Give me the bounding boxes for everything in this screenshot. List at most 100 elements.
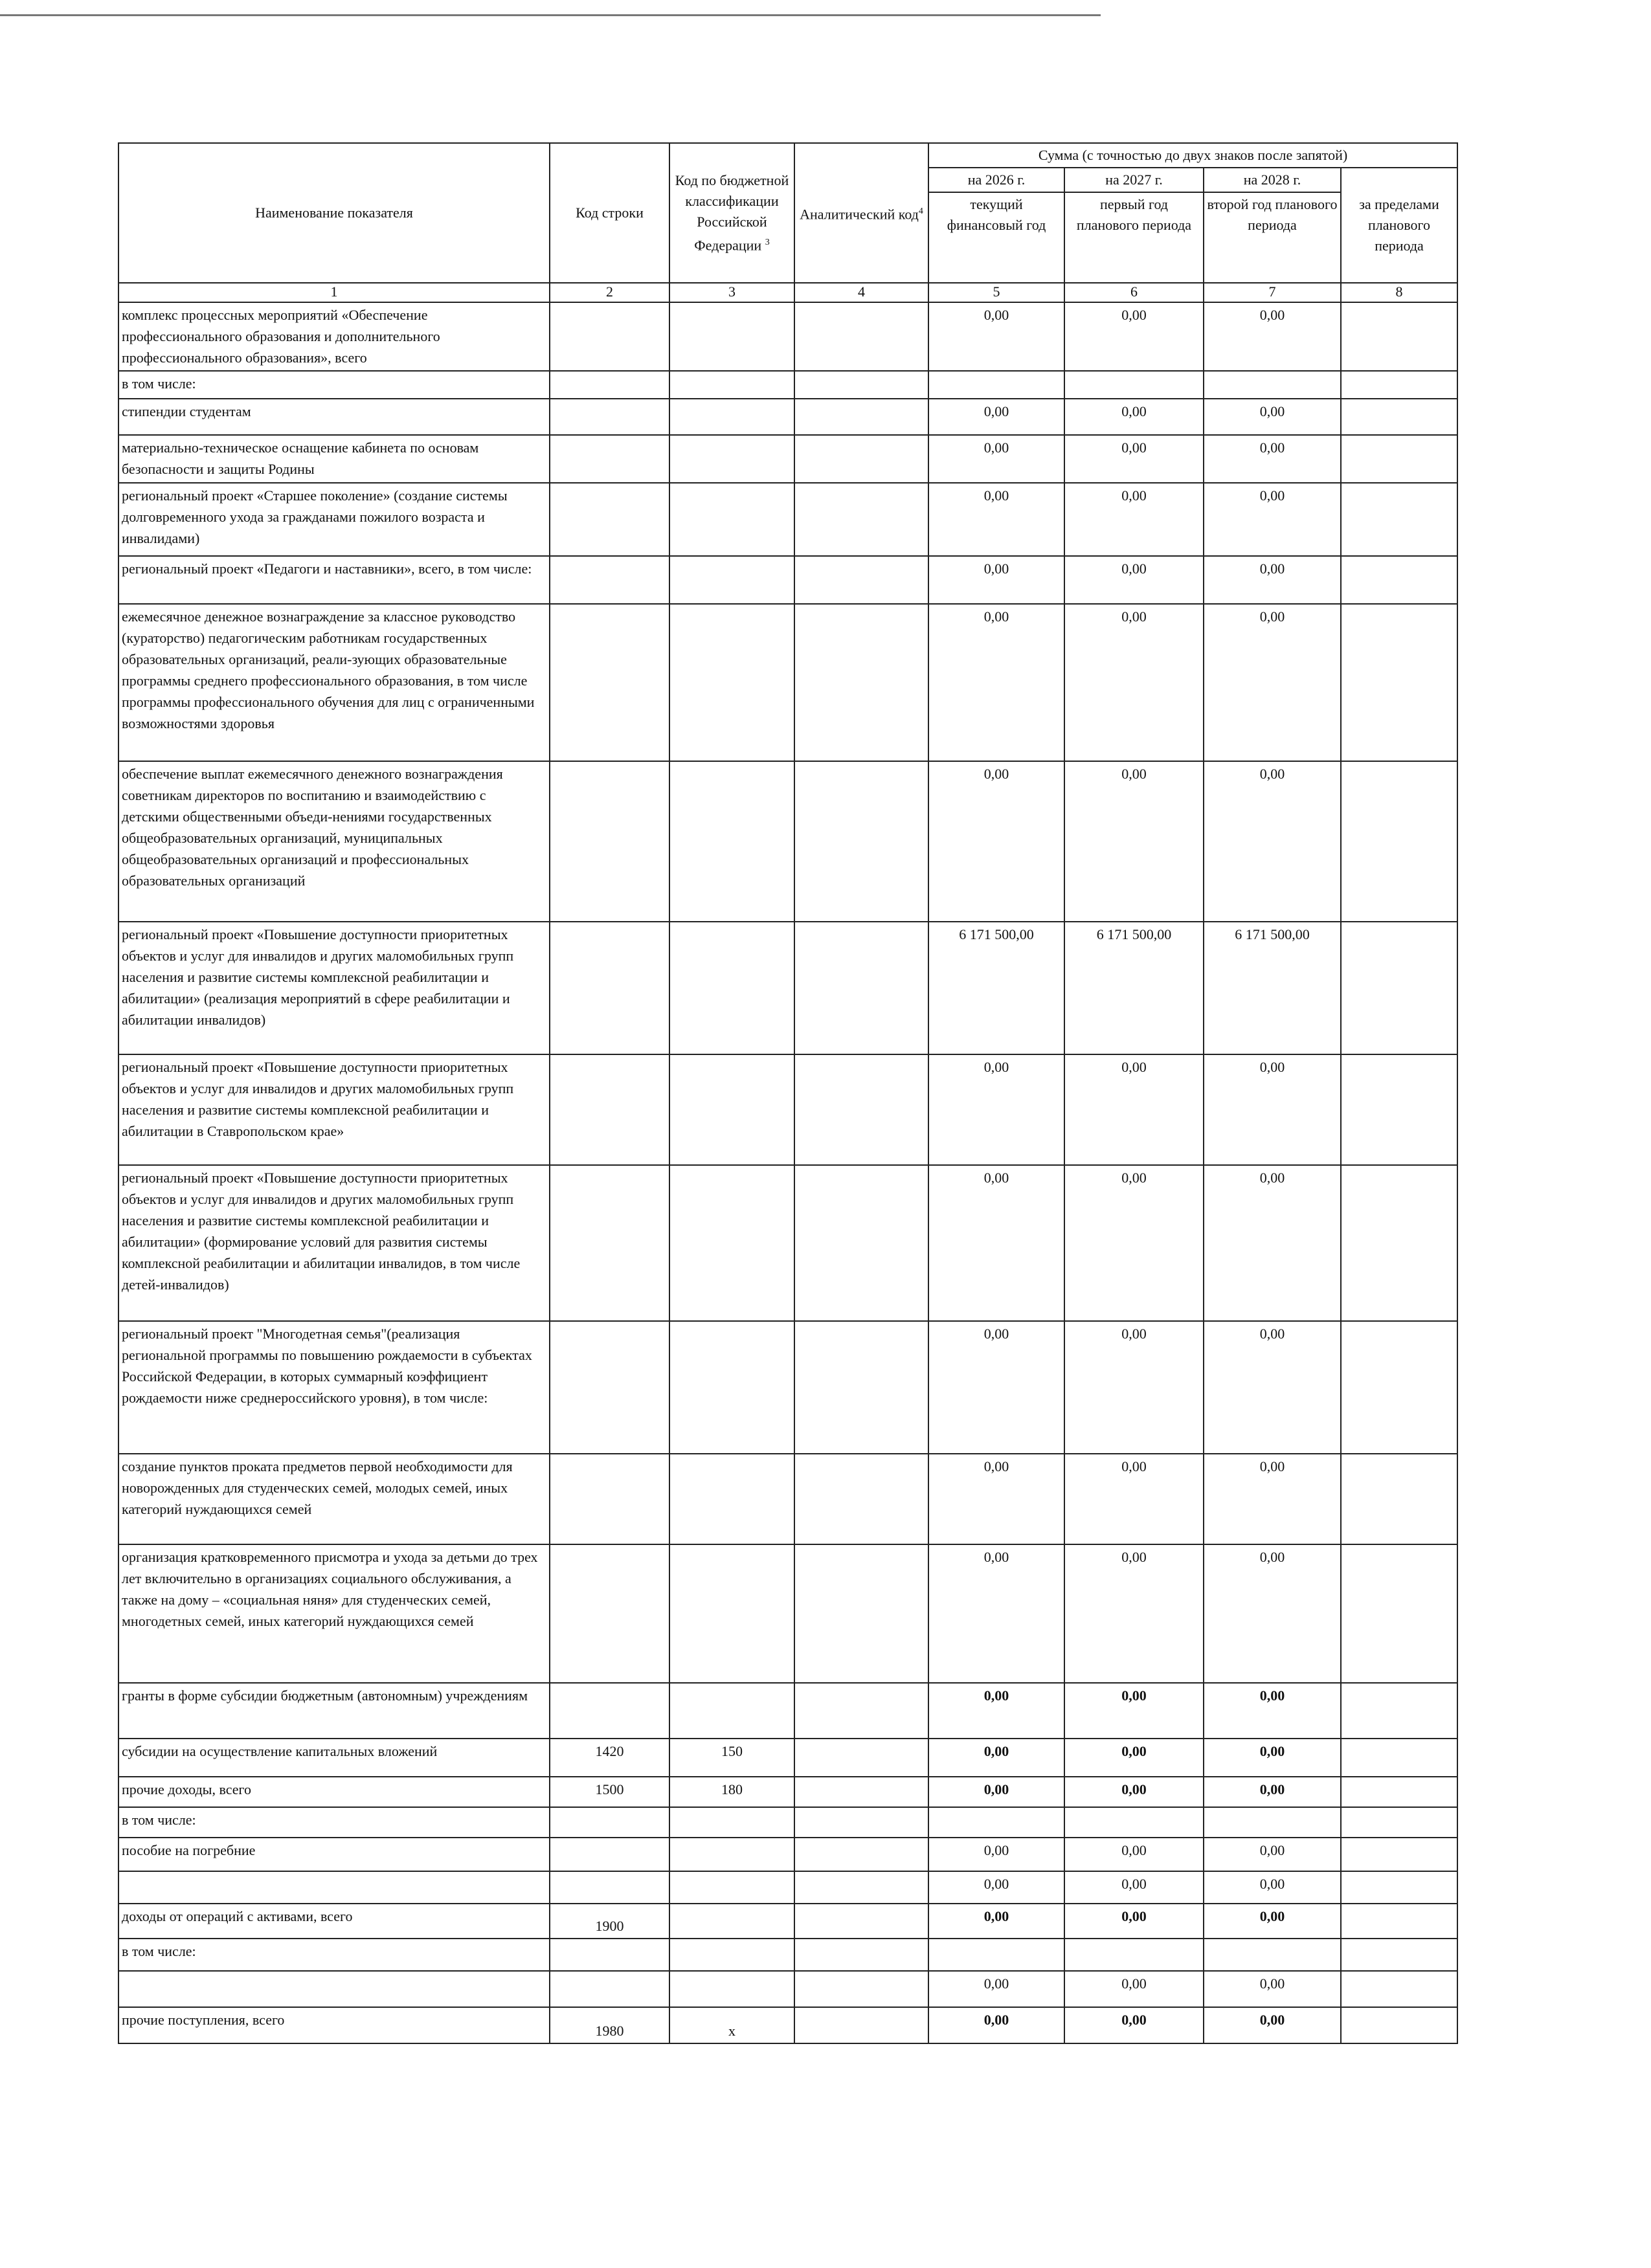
row-value-2026: 0,00 [928, 482, 1065, 557]
row-value-2028: 0,00 [1203, 1903, 1342, 1939]
row-value-2027: 0,00 [1064, 1903, 1204, 1939]
table-row: 0,00 0,00 0,00 [118, 1970, 1459, 2008]
row-value-beyond [1340, 482, 1459, 557]
table-row: прочие доходы, всего 1500 180 0,00 0,00 0,00 [118, 1776, 1459, 1808]
table-row: прочие поступления, всего 1980 x 0,00 0,00 0,… [118, 2007, 1459, 2044]
row-name: обеспечение выплат ежемесячного денежног… [118, 761, 550, 922]
row-value-2027: 0,00 [1064, 2007, 1204, 2044]
row-value-2027: 0,00 [1064, 1776, 1204, 1808]
table-row: пособие на погребние 0,00 0,00 0,00 [118, 1837, 1459, 1872]
row-value-2028: 6 171 500,00 [1203, 921, 1342, 1055]
row-value-beyond [1340, 1938, 1459, 1972]
row-value-2027: 0,00 [1064, 1320, 1204, 1454]
row-line-code [549, 398, 670, 436]
row-value-2028: 0,00 [1203, 398, 1342, 436]
row-analytic-code [794, 434, 929, 484]
row-name [118, 1871, 550, 1904]
row-value-2027: 0,00 [1064, 1837, 1204, 1872]
row-value-2026: 0,00 [928, 302, 1065, 372]
header-name: Наименование показателя [118, 142, 550, 284]
row-value-2028 [1203, 370, 1342, 399]
column-number-1: 1 [118, 282, 550, 303]
row-value-2028: 0,00 [1203, 1776, 1342, 1808]
row-name: региональный проект «Старшее поколение» … [118, 482, 550, 557]
row-line-code [549, 555, 670, 605]
row-analytic-code [794, 1970, 929, 2008]
financial-plan-table: Наименование показателя Код строки Код п… [118, 142, 1459, 2044]
row-line-code [549, 1938, 670, 1972]
row-analytic-code [794, 1903, 929, 1939]
row-value-beyond [1340, 370, 1459, 399]
row-budget-code: 150 [669, 1738, 795, 1777]
row-line-code [549, 370, 670, 399]
header-year-2028: на 2028 г. [1203, 167, 1342, 193]
row-value-2028: 0,00 [1203, 1738, 1342, 1777]
row-name: ежемесячное денежное вознаграждение за к… [118, 603, 550, 762]
column-number-7: 7 [1203, 282, 1342, 303]
row-line-code [549, 1871, 670, 1904]
row-value-beyond [1340, 921, 1459, 1055]
row-value-2026: 0,00 [928, 1903, 1065, 1939]
row-line-code [549, 603, 670, 762]
table-row: доходы от операций с активами, всего 1900… [118, 1903, 1459, 1939]
row-name: комплекс процессных мероприятий «Обеспеч… [118, 302, 550, 372]
row-budget-code [669, 1054, 795, 1166]
row-analytic-code [794, 1320, 929, 1454]
table-row: субсидии на осуществление капитальных вл… [118, 1738, 1459, 1777]
row-budget-code [669, 1320, 795, 1454]
header-beyond: за пределами планового периода [1340, 167, 1459, 284]
row-budget-code [669, 434, 795, 484]
row-value-2027: 0,00 [1064, 1054, 1204, 1166]
row-analytic-code [794, 1871, 929, 1904]
row-value-beyond [1340, 1807, 1459, 1838]
row-name: прочие поступления, всего [118, 2007, 550, 2044]
row-budget-code: 180 [669, 1776, 795, 1808]
row-value-2027: 0,00 [1064, 1871, 1204, 1904]
row-line-code [549, 302, 670, 372]
row-value-2027: 0,00 [1064, 1682, 1204, 1739]
row-line-code [549, 482, 670, 557]
row-analytic-code [794, 1807, 929, 1838]
row-value-2028: 0,00 [1203, 1544, 1342, 1684]
row-value-2028: 0,00 [1203, 1164, 1342, 1322]
row-line-code [549, 1807, 670, 1838]
row-value-2026 [928, 370, 1065, 399]
row-name: региональный проект "Многодетная семья"(… [118, 1320, 550, 1454]
row-value-2027 [1064, 1938, 1204, 1972]
row-value-2028: 0,00 [1203, 1054, 1342, 1166]
row-value-beyond [1340, 1164, 1459, 1322]
row-name: прочие доходы, всего [118, 1776, 550, 1808]
table-row: комплекс процессных мероприятий «Обеспеч… [118, 302, 1459, 372]
row-value-2027 [1064, 370, 1204, 399]
row-budget-code [669, 555, 795, 605]
header-second: второй год планового периода [1203, 192, 1342, 284]
table-row: организация кратковременного присмотра и… [118, 1544, 1459, 1684]
row-budget-code [669, 921, 795, 1055]
row-budget-code [669, 1837, 795, 1872]
table-row: региональный проект «Повышение доступнос… [118, 921, 1459, 1055]
row-value-2028: 0,00 [1203, 761, 1342, 922]
table-row: материально-техническое оснащение кабине… [118, 434, 1459, 484]
row-name: в том числе: [118, 1807, 550, 1838]
column-number-4: 4 [794, 282, 929, 303]
row-value-beyond [1340, 1682, 1459, 1739]
row-value-2026 [928, 1938, 1065, 1972]
row-value-2026: 0,00 [928, 1682, 1065, 1739]
column-number-2: 2 [549, 282, 670, 303]
row-value-2028 [1203, 1938, 1342, 1972]
row-value-beyond [1340, 603, 1459, 762]
row-value-2026: 0,00 [928, 1453, 1065, 1545]
row-value-2028: 0,00 [1203, 434, 1342, 484]
table-row: создание пунктов проката предметов перво… [118, 1453, 1459, 1545]
row-analytic-code [794, 302, 929, 372]
row-budget-code [669, 603, 795, 762]
row-budget-code [669, 1903, 795, 1939]
row-line-code [549, 434, 670, 484]
row-analytic-code [794, 555, 929, 605]
row-value-2026: 0,00 [928, 555, 1065, 605]
row-name: материально-техническое оснащение кабине… [118, 434, 550, 484]
row-value-beyond [1340, 1903, 1459, 1939]
row-budget-code [669, 761, 795, 922]
table-row: региональный проект «Повышение доступнос… [118, 1164, 1459, 1322]
row-name: создание пунктов проката предметов перво… [118, 1453, 550, 1545]
